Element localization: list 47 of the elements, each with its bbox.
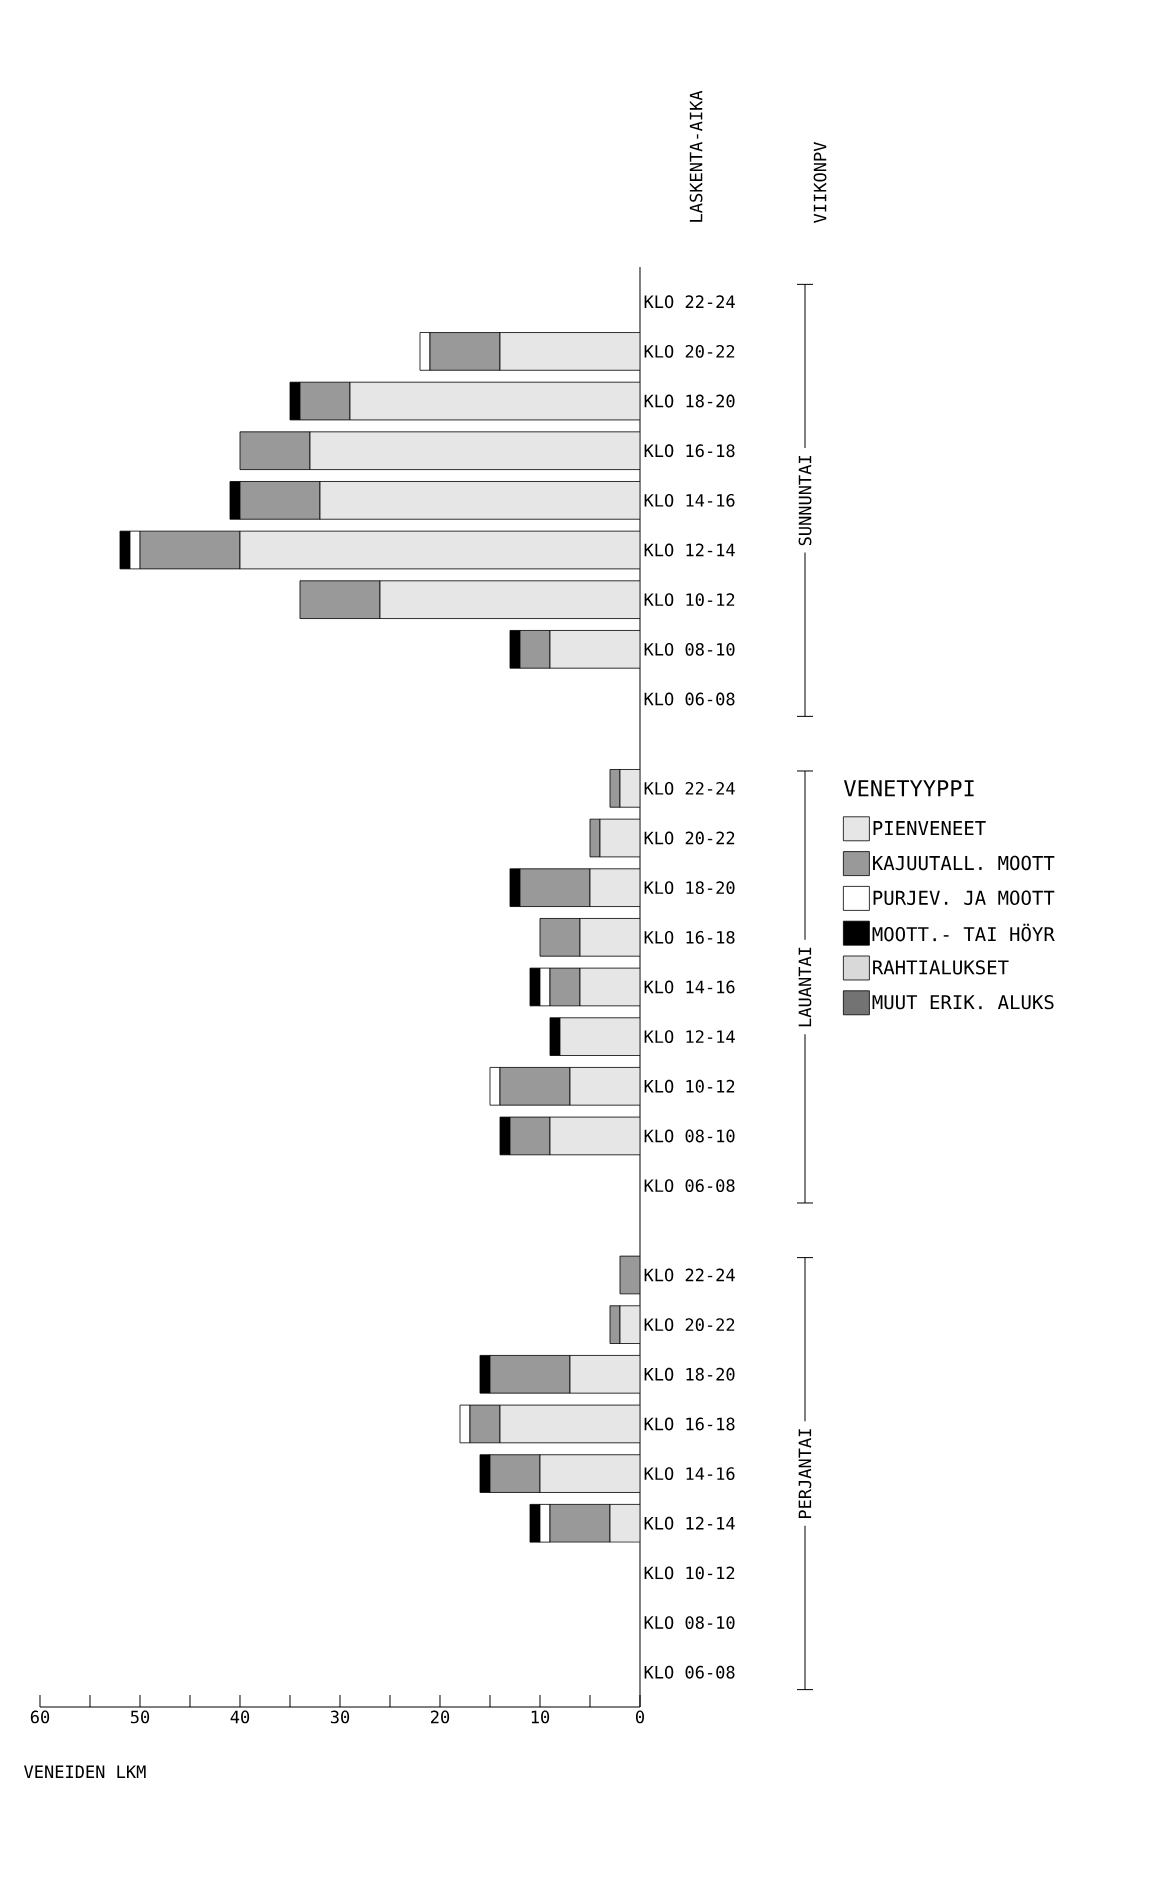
x-tick-label: 50 (130, 1710, 150, 1724)
y-tick-label: KLO 14-16 (644, 1467, 735, 1481)
y-tick-label: KLO 08-10 (644, 1129, 735, 1143)
legend-label: PIENVENEET (873, 821, 986, 835)
text: PERJANTAI (798, 1429, 812, 1519)
y-tick-label: KLO 16-18 (644, 930, 735, 944)
text: SUNNUNTAI (798, 456, 812, 546)
x-tick-label: 0 (635, 1710, 645, 1724)
text: LAUANTAI (798, 947, 812, 1027)
x-tick-label: 10 (531, 1710, 550, 1724)
legend-label: MUUT ERIK. ALUKS (872, 995, 1054, 1010)
y-tick-label: KLO 20-22 (644, 1318, 735, 1332)
y-tick-label: KLO 10-12 (644, 1079, 735, 1093)
y-tick-label: KLO 18-20 (644, 1367, 735, 1381)
x-axis-title: VENEIDEN LKM (24, 1765, 146, 1778)
x-tick-label: 30 (330, 1710, 350, 1724)
text: VIIKONPV (813, 142, 827, 223)
y-tick-label: KLO 10-12 (644, 1566, 735, 1580)
y-tick-label: KLO 08-10 (644, 642, 735, 656)
y-tick-label: KLO 14-16 (644, 493, 735, 507)
y-tick-label: KLO 22-24 (644, 1268, 735, 1282)
y-tick-label: KLO 22-24 (644, 781, 735, 795)
y-axis-title: LASKENTA-AIKA (689, 90, 703, 222)
y-tick-label: KLO 18-20 (644, 881, 735, 895)
y-tick-label: KLO 12-14 (644, 1516, 735, 1530)
y-tick-label: KLO 10-12 (644, 593, 735, 607)
y-tick-label: KLO 16-18 (644, 444, 735, 458)
y-tick-label: KLO 20-22 (644, 344, 735, 358)
y-tick-label: KLO 12-14 (644, 543, 735, 557)
legend-label: RAHTIALUKSET (873, 960, 1009, 975)
legend-label: KAJUUTALL. MOOTT (873, 855, 1055, 871)
y-tick-label: KLO 18-20 (644, 394, 735, 408)
y-tick-label: KLO 22-24 (644, 295, 735, 309)
legend-title: VENETYYPPI (843, 780, 974, 797)
y-tick-label: KLO 06-08 (644, 1665, 735, 1679)
y-tick-label: KLO 16-18 (644, 1417, 735, 1431)
x-tick-label: 60 (30, 1710, 50, 1724)
y-tick-label: KLO 06-08 (644, 692, 735, 706)
y-tick-label: KLO 08-10 (644, 1616, 735, 1629)
x-tick-label: 20 (431, 1710, 450, 1724)
x-tick-label: 40 (230, 1710, 250, 1724)
legend-label: PURJEV. JA MOOTT (873, 890, 1055, 905)
y-tick-label: KLO 12-14 (644, 1030, 735, 1044)
y-tick-label: KLO 14-16 (644, 980, 735, 994)
y-tick-label: KLO 06-08 (644, 1179, 735, 1193)
legend-label: MOOTT.- TAI HÖYR (872, 923, 1055, 942)
y-tick-label: KLO 20-22 (644, 831, 735, 845)
